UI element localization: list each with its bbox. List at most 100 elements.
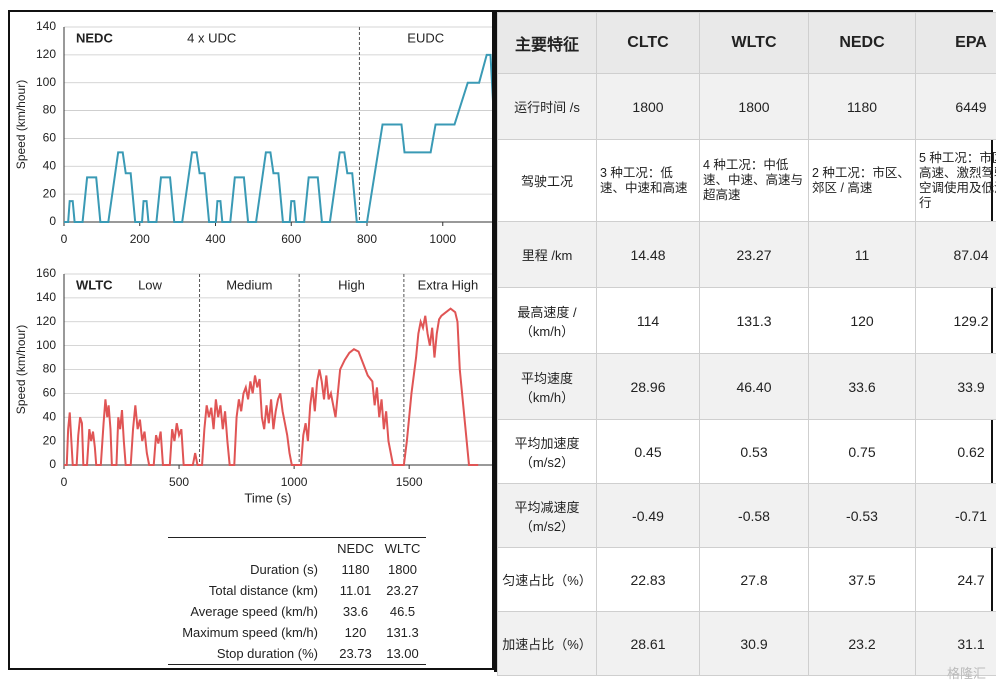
table-cell: 33.9: [915, 353, 996, 420]
summary-row: Stop duration (%) 23.73 13.00: [168, 643, 426, 664]
x-axis-label: Time (s): [244, 490, 291, 505]
table-cell: 3 种工况：低速、中速和高速: [596, 139, 700, 222]
summary-header: NEDC WLTC: [168, 538, 426, 559]
table-row: 加速占比（%） 28.61 30.9 23.2 31.1: [497, 611, 996, 676]
right-panel: 主要特征 CLTC WLTC NEDC EPA 运行时间 /s 1800 1800 1180 64…: [494, 10, 996, 676]
watermark: 格隆汇: [946, 666, 986, 681]
summary-label: Total distance (km): [208, 583, 318, 598]
y-tick-label: 60: [43, 131, 57, 145]
x-tick-label: 1000: [281, 475, 308, 489]
x-tick-label: 0: [61, 232, 68, 246]
comparison-table: 主要特征 CLTC WLTC NEDC EPA 运行时间 /s 1800 1800 1180 64…: [497, 12, 996, 676]
y-tick-label: 100: [36, 338, 56, 352]
table-cell: 加速占比（%）: [497, 611, 597, 676]
table-row: 平均加速度（m/s2） 0.45 0.53 0.75 0.62: [497, 419, 996, 484]
y-tick-label: 20: [43, 433, 57, 447]
x-tick-label: 1500: [396, 475, 423, 489]
phase-label: Medium: [226, 277, 272, 292]
table-cell: 37.5: [808, 547, 916, 612]
table-cell: 平均加速度（m/s2）: [497, 419, 597, 484]
table-cell: 24.7: [915, 547, 996, 612]
y-tick-label: 40: [43, 158, 57, 172]
summary-value: 23.27: [386, 583, 419, 598]
table-cell: 平均减速度（m/s2）: [497, 483, 597, 548]
phase-label: High: [338, 277, 365, 292]
y-tick-label: 0: [49, 457, 56, 471]
summary-row: Duration (s) 1180 1800: [168, 559, 426, 580]
x-tick-label: 600: [281, 232, 301, 246]
summary-label: Stop duration (%): [216, 646, 318, 661]
summary-table: NEDC WLTC Duration (s) 1180 1800 Total distan…: [168, 537, 426, 665]
table-cell: 4 种工况：中低速、中速、高速与超高速: [699, 139, 809, 222]
table-cell: 0.75: [808, 419, 916, 484]
y-tick-label: 140: [36, 19, 56, 33]
phase-label: EUDC: [407, 30, 444, 45]
summary-label: Maximum speed (km/h): [182, 625, 318, 640]
x-tick-label: 200: [130, 232, 150, 246]
table-cell: 2 种工况：市区、郊区 / 高速: [808, 139, 916, 222]
summary-value: 23.73: [339, 646, 372, 661]
table-header-row: 主要特征 CLTC WLTC NEDC EPA: [497, 12, 996, 74]
table-row: 最高速度 /（km/h） 114 131.3 120 129.2: [497, 287, 996, 354]
table-cell: -0.58: [699, 483, 809, 548]
table-cell: -0.71: [915, 483, 996, 548]
table-cell: 最高速度 /（km/h）: [497, 287, 597, 354]
table-header: WLTC: [699, 12, 809, 74]
table-cell: -0.49: [596, 483, 700, 548]
summary-value: 11.01: [339, 583, 372, 598]
table-cell: 23.27: [699, 221, 809, 288]
y-tick-label: 80: [43, 103, 57, 117]
summary-label: Duration (s): [250, 562, 318, 577]
y-tick-label: 80: [43, 362, 57, 376]
y-tick-label: 0: [49, 214, 56, 228]
y-tick-label: 160: [36, 266, 56, 280]
y-tick-label: 60: [43, 386, 57, 400]
x-tick-label: 500: [169, 475, 189, 489]
speed-line: [64, 307, 479, 466]
table-cell: 11: [808, 221, 916, 288]
table-row: 驾驶工况 3 种工况：低速、中速和高速 4 种工况：中低速、中速、高速与超高速 2 种…: [497, 139, 996, 222]
table-cell: 23.2: [808, 611, 916, 676]
table-cell: 平均速度（km/h）: [497, 353, 597, 420]
table-cell: 87.04: [915, 221, 996, 288]
table-cell: 运行时间 /s: [497, 73, 597, 140]
table-cell: 27.8: [699, 547, 809, 612]
table-cell: 里程 /km: [497, 221, 597, 288]
summary-row: Maximum speed (km/h) 120 131.3: [168, 622, 426, 643]
y-axis-label: Speed (km/hour): [14, 80, 28, 169]
y-tick-label: 100: [36, 75, 56, 89]
table-cell: 31.1: [915, 611, 996, 676]
table-cell: 1180: [808, 73, 916, 140]
table-cell: 28.61: [596, 611, 700, 676]
summary-col-header: NEDC: [337, 541, 374, 556]
summary-value: 46.5: [389, 604, 416, 619]
table-cell: 1800: [699, 73, 809, 140]
summary-col-header: WLTC: [384, 541, 421, 556]
table-row: 匀速占比（%） 22.83 27.8 37.5 24.7: [497, 547, 996, 612]
summary-label: Average speed (km/h): [190, 604, 318, 619]
table-row: 平均减速度（m/s2） -0.49 -0.58 -0.53 -0.71: [497, 483, 996, 548]
y-tick-label: 140: [36, 290, 56, 304]
table-cell: 33.6: [808, 353, 916, 420]
summary-value: 13.00: [386, 646, 419, 661]
phase-label: 4 x UDC: [187, 30, 236, 45]
table-cell: 131.3: [699, 287, 809, 354]
table-cell: 46.40: [699, 353, 809, 420]
y-tick-label: 40: [43, 409, 57, 423]
table-cell: 6449: [915, 73, 996, 140]
x-tick-label: 1000: [429, 232, 456, 246]
table-cell: 30.9: [699, 611, 809, 676]
summary-value: 1800: [388, 562, 417, 577]
table-header: EPA: [915, 12, 996, 74]
table-cell: 驾驶工况: [497, 139, 597, 222]
table-cell: 22.83: [596, 547, 700, 612]
x-tick-label: 800: [357, 232, 377, 246]
summary-value: 131.3: [386, 625, 419, 640]
speed-line: [64, 53, 492, 223]
table-header: 主要特征: [497, 12, 597, 74]
table-row: 运行时间 /s 1800 1800 1180 6449: [497, 73, 996, 140]
table-cell: -0.53: [808, 483, 916, 548]
table-cell: 5 种工况：市区、高速、激烈驾驶、空调使用及低温运行: [915, 139, 996, 222]
